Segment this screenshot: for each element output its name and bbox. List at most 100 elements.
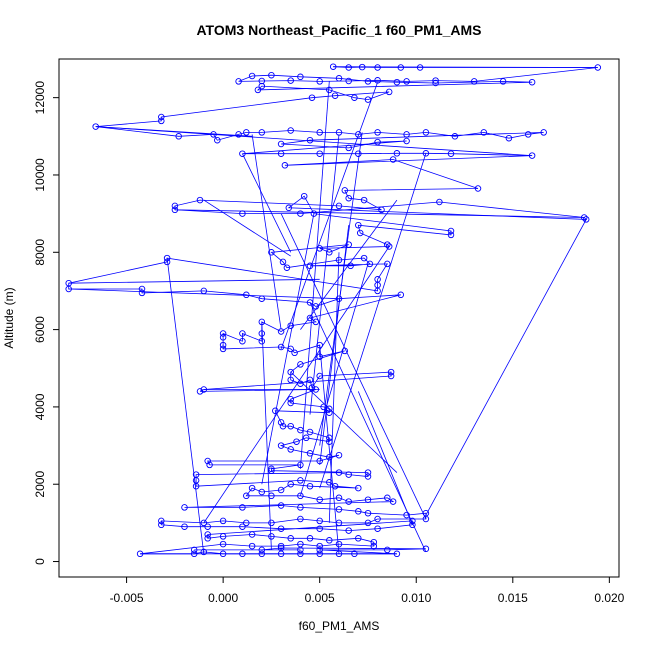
data-point: [158, 517, 165, 525]
data-point: [370, 538, 378, 546]
series-line-segment: [328, 252, 340, 523]
data-point: [214, 136, 221, 144]
data-point: [239, 504, 246, 511]
data-point: [254, 86, 262, 94]
series-line-segment: [166, 258, 205, 554]
data-point: [258, 337, 266, 345]
data-point: [316, 550, 323, 558]
data-point: [196, 388, 204, 395]
data-point: [287, 446, 294, 453]
data-point: [248, 72, 256, 80]
data-point: [297, 380, 304, 387]
data-point: [219, 345, 227, 353]
data-point: [345, 144, 352, 152]
data-point: [92, 123, 99, 130]
series-points: [65, 63, 602, 558]
data-point: [277, 442, 285, 449]
data-point: [200, 386, 208, 393]
data-point: [190, 546, 198, 554]
data-point: [243, 492, 250, 500]
data-point: [258, 546, 266, 554]
data-point: [287, 395, 294, 403]
data-point: [287, 322, 294, 329]
data-point: [335, 75, 343, 82]
data-point: [297, 477, 304, 484]
data-point: [345, 498, 352, 505]
series-line-segment: [280, 82, 378, 350]
data-point: [451, 133, 459, 140]
data-point: [389, 498, 397, 505]
data-point: [316, 341, 323, 349]
data-point: [277, 502, 285, 509]
data-point: [416, 64, 424, 71]
data-point: [374, 77, 381, 84]
data-point: [297, 550, 304, 558]
data-point: [366, 260, 374, 268]
data-point: [181, 523, 188, 530]
data-point: [258, 77, 266, 85]
data-point: [447, 231, 455, 239]
x-tick-label: 0.020: [594, 591, 624, 605]
data-point: [306, 314, 314, 322]
data-point: [272, 407, 279, 415]
data-point: [277, 419, 285, 426]
data-point: [499, 78, 507, 85]
series-line-segment: [68, 278, 320, 284]
data-point: [297, 515, 304, 523]
data-point: [277, 150, 285, 157]
data-point: [268, 492, 275, 500]
data-point: [331, 482, 339, 490]
data-point: [287, 376, 294, 384]
data-point: [422, 129, 430, 136]
data-point: [393, 550, 401, 558]
data-point: [243, 519, 250, 527]
data-point: [306, 428, 314, 436]
data-point: [326, 434, 333, 442]
data-point: [210, 131, 217, 138]
data-point: [279, 258, 287, 266]
data-point: [316, 353, 323, 360]
data-point: [306, 535, 314, 542]
data-point: [158, 113, 165, 121]
series-line-segment: [309, 134, 340, 415]
data-point: [283, 264, 291, 271]
data-point: [163, 254, 171, 262]
data-point: [393, 78, 401, 86]
data-point: [287, 345, 294, 353]
y-tick-label: 8000: [33, 239, 47, 266]
data-point: [300, 192, 308, 200]
data-point: [384, 546, 391, 554]
data-point: [320, 403, 327, 411]
data-point: [447, 150, 455, 157]
series-lines: [68, 66, 598, 555]
series-line-segment: [300, 199, 398, 330]
data-point: [335, 506, 343, 513]
series-line-segment: [425, 219, 587, 516]
data-point: [219, 533, 227, 540]
data-point: [403, 131, 410, 138]
data-point: [480, 129, 488, 136]
data-point: [258, 295, 266, 302]
data-point: [540, 129, 547, 136]
data-point: [291, 349, 298, 357]
x-axis-label: f60_PM1_AMS: [299, 619, 380, 633]
data-point: [287, 399, 294, 407]
data-point: [326, 249, 333, 256]
data-point: [308, 94, 316, 101]
data-point: [403, 137, 410, 145]
data-point: [287, 480, 294, 488]
data-point: [136, 550, 144, 558]
data-point: [364, 469, 372, 476]
data-point: [65, 285, 72, 293]
data-point: [297, 504, 304, 511]
data-point: [171, 206, 179, 214]
data-point: [316, 546, 323, 554]
data-point: [360, 196, 368, 204]
data-point: [204, 535, 211, 542]
data-point: [326, 453, 333, 461]
data-point: [335, 295, 343, 302]
data-point: [268, 71, 275, 79]
data-point: [268, 519, 275, 527]
